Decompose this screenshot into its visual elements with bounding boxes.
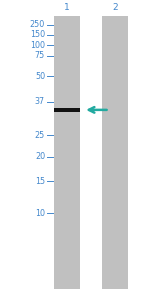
Text: 20: 20: [35, 152, 45, 161]
Bar: [102, 16, 128, 289]
Text: 15: 15: [35, 177, 45, 185]
Text: 10: 10: [35, 209, 45, 218]
Bar: [54, 108, 80, 112]
Text: 100: 100: [30, 41, 45, 50]
Text: 75: 75: [35, 51, 45, 60]
Text: 50: 50: [35, 72, 45, 81]
Text: 25: 25: [35, 131, 45, 140]
Text: 2: 2: [112, 3, 118, 12]
Text: 1: 1: [64, 3, 70, 12]
Text: 150: 150: [30, 30, 45, 39]
Text: 250: 250: [30, 21, 45, 29]
Text: 37: 37: [35, 98, 45, 106]
Bar: [54, 16, 80, 289]
